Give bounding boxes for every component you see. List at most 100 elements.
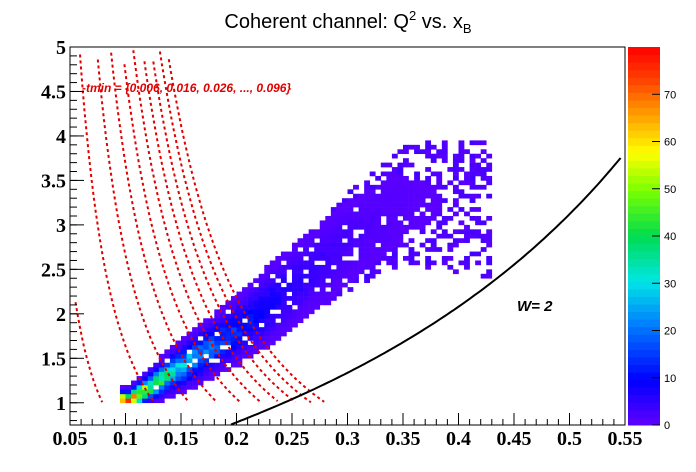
heatmap-cell bbox=[408, 184, 415, 190]
heatmap-cell bbox=[430, 211, 437, 217]
heatmap-cell bbox=[369, 256, 376, 261]
heatmap-cell bbox=[225, 304, 232, 310]
heatmap-cell bbox=[341, 251, 348, 257]
heatmap-cell bbox=[230, 322, 237, 328]
heatmap-cell bbox=[181, 367, 187, 372]
heatmap-cell bbox=[136, 389, 143, 395]
heatmap-cell bbox=[208, 344, 215, 350]
heatmap-cell bbox=[369, 238, 376, 243]
heatmap-cell bbox=[192, 331, 198, 337]
heatmap-cell bbox=[153, 362, 160, 368]
heatmap-cell bbox=[458, 207, 465, 212]
heatmap-cell bbox=[464, 171, 470, 177]
heatmap-cell bbox=[258, 287, 265, 292]
heatmap-cell bbox=[303, 309, 309, 315]
heatmap-cell bbox=[391, 229, 398, 235]
heatmap-cell bbox=[414, 171, 420, 177]
heatmap-cell bbox=[280, 256, 287, 261]
heatmap-cell bbox=[319, 251, 326, 257]
heatmap-cell bbox=[452, 238, 459, 243]
heatmap-cell bbox=[353, 242, 359, 248]
color-scale-label: 60 bbox=[664, 137, 676, 149]
heatmap-cell bbox=[353, 224, 359, 230]
heatmap-cell bbox=[353, 202, 359, 208]
heatmap-cell bbox=[336, 233, 343, 239]
color-scale-segment bbox=[628, 304, 660, 313]
heatmap-cell bbox=[169, 371, 176, 377]
heatmap-cell bbox=[264, 304, 271, 310]
heatmap-cell bbox=[242, 353, 248, 359]
heatmap-cell bbox=[314, 242, 321, 248]
heatmap-cell bbox=[386, 162, 393, 168]
color-scale-segment bbox=[628, 47, 660, 56]
heatmap-cell bbox=[480, 171, 487, 177]
heatmap-cell bbox=[408, 202, 415, 208]
heatmap-cell bbox=[358, 207, 365, 212]
heatmap-cell bbox=[247, 331, 254, 337]
heatmap-cell bbox=[452, 175, 459, 181]
color-scale-segment bbox=[628, 115, 660, 124]
heatmap-cell bbox=[242, 304, 248, 310]
heatmap-cell bbox=[391, 260, 398, 266]
color-scale-segment bbox=[628, 69, 660, 78]
heatmap-cell bbox=[419, 224, 426, 230]
heatmap-cell bbox=[347, 273, 354, 279]
heatmap-cell bbox=[292, 278, 298, 283]
heatmap-cell bbox=[319, 291, 326, 297]
heatmap-cell bbox=[458, 144, 465, 150]
heatmap-cell bbox=[458, 149, 465, 155]
heatmap-cell bbox=[458, 220, 465, 226]
heatmap-cell bbox=[269, 296, 276, 301]
heatmap-cell bbox=[408, 211, 415, 217]
heatmap-cell bbox=[308, 291, 315, 297]
heatmap-cell bbox=[197, 353, 204, 359]
heatmap-cell bbox=[375, 207, 382, 212]
heatmap-cell bbox=[386, 180, 393, 186]
heatmap-cell bbox=[458, 229, 465, 235]
heatmap-cell bbox=[236, 304, 243, 310]
heatmap-cell bbox=[364, 264, 370, 270]
heatmap-cell bbox=[480, 273, 487, 279]
heatmap-cell bbox=[375, 260, 382, 266]
heatmap-cell bbox=[330, 278, 337, 283]
heatmap-cell bbox=[486, 162, 493, 168]
heatmap-cell bbox=[142, 376, 148, 381]
heatmap-cell bbox=[192, 327, 198, 332]
heatmap-cell bbox=[275, 331, 282, 337]
color-scale-label: 50 bbox=[664, 184, 676, 196]
heatmap-cell bbox=[292, 269, 298, 275]
color-scale-segment bbox=[628, 84, 660, 93]
heatmap-cell bbox=[408, 256, 415, 261]
heatmap-cell bbox=[219, 362, 226, 368]
heatmap-cell bbox=[258, 331, 265, 337]
heatmap-cell bbox=[475, 193, 481, 199]
heatmap-cell bbox=[375, 233, 382, 239]
heatmap-cell bbox=[347, 247, 354, 252]
heatmap-cell bbox=[297, 269, 304, 275]
heatmap-cell bbox=[380, 224, 387, 230]
heatmap-cell bbox=[425, 207, 432, 212]
x-tick-label: 0.1 bbox=[113, 428, 138, 450]
heatmap-cell bbox=[197, 344, 204, 350]
heatmap-cell bbox=[292, 256, 298, 261]
heatmap-cell bbox=[297, 318, 304, 324]
heatmap-cell bbox=[236, 336, 243, 341]
heatmap-cell bbox=[275, 269, 282, 275]
heatmap-cell bbox=[419, 211, 426, 217]
heatmap-cell bbox=[192, 349, 198, 355]
heatmap-cell bbox=[403, 193, 409, 199]
heatmap-cell bbox=[358, 260, 365, 266]
heatmap-cell bbox=[197, 358, 204, 364]
heatmap-cell bbox=[353, 260, 359, 266]
heatmap-cell bbox=[486, 215, 493, 221]
heatmap-cell bbox=[164, 371, 171, 377]
heatmap-cell bbox=[391, 184, 398, 190]
heatmap-cell bbox=[325, 269, 332, 275]
heatmap-cell bbox=[397, 242, 404, 248]
heatmap-cell bbox=[247, 282, 254, 288]
heatmap-cell bbox=[403, 189, 409, 195]
heatmap-cell bbox=[230, 300, 237, 306]
color-scale-axis: 0 10 20 30 40 50 60 70 bbox=[652, 89, 676, 432]
heatmap-cell bbox=[353, 215, 359, 221]
heatmap-cell bbox=[292, 242, 298, 248]
